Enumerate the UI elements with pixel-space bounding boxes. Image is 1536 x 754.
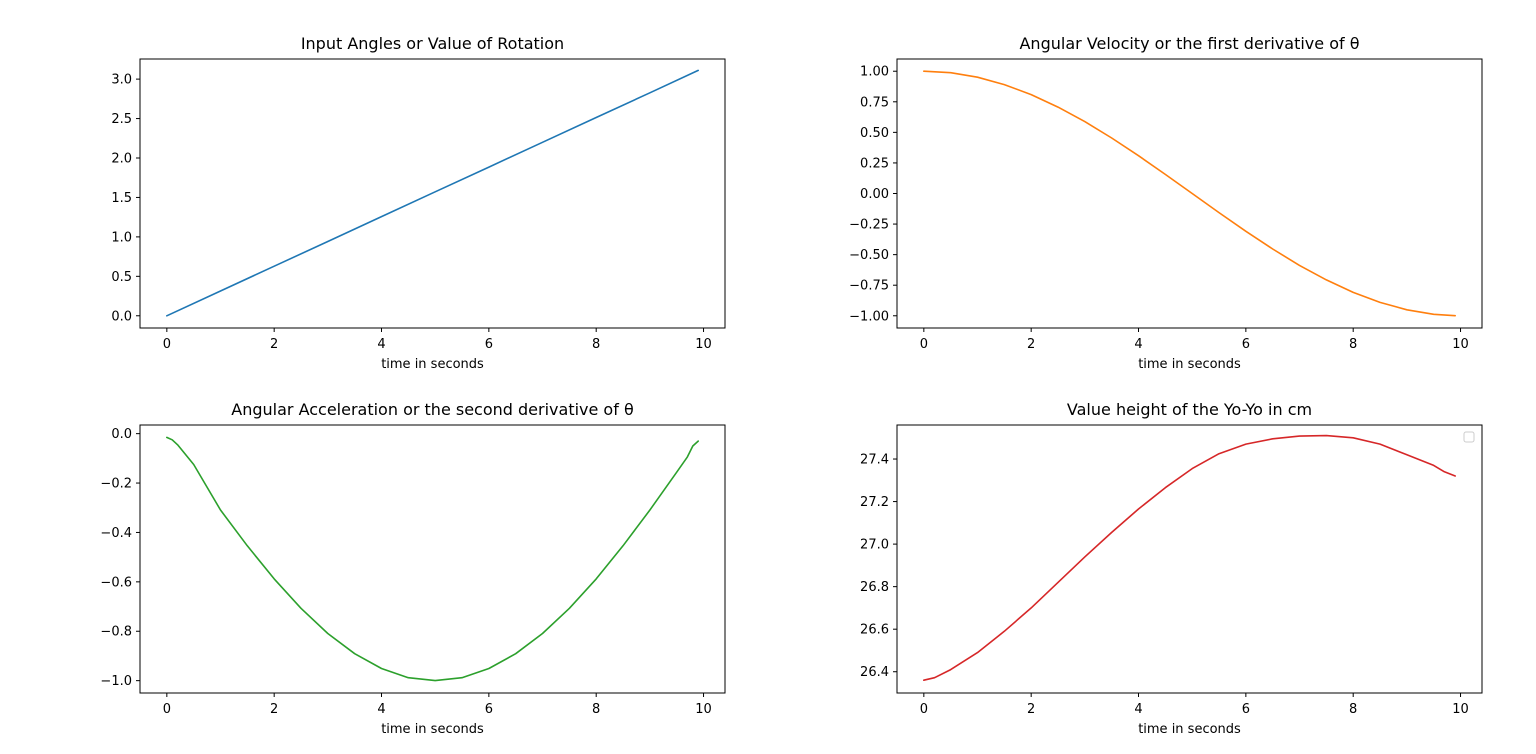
x-tick-label: 8: [592, 337, 600, 352]
y-tick-label: 26.4: [860, 665, 889, 680]
x-tick-label: 8: [1349, 702, 1357, 717]
x-tick-label: 10: [695, 337, 712, 352]
x-tick-label: 8: [592, 702, 600, 717]
x-tick-label: 4: [377, 702, 385, 717]
x-axis-label: time in seconds: [1138, 722, 1241, 737]
x-tick-label: 6: [485, 702, 493, 717]
chart-title: Value height of the Yo-Yo in cm: [1067, 400, 1312, 419]
series-line-0: [922, 70, 1456, 317]
axes-frame: [139, 424, 726, 694]
y-tick-label: 26.6: [860, 623, 889, 638]
y-tick-label: 3.0: [111, 73, 132, 88]
x-tick-label: 0: [920, 702, 928, 717]
x-axis-label: time in seconds: [381, 357, 484, 372]
x-tick-label: 10: [695, 702, 712, 717]
y-tick-label: 2.5: [111, 112, 132, 127]
x-tick-label: 0: [163, 337, 171, 352]
subplot-angular-velocity: 0 2 4 6 8 10 −1.00 −0.75 −0.50 −0.25 0.00 0.25 0.50 0…: [849, 34, 1483, 372]
y-tick-label: 0.25: [860, 156, 889, 171]
x-tick-label: 4: [377, 337, 385, 352]
axes-frame: [896, 424, 1483, 694]
subplot-yoyo-height: 0 2 4 6 8 10 26.4 26.6 26.8 27.0 27.2 27.4 Value hei…: [860, 400, 1483, 737]
x-axis-label: time in seconds: [1138, 357, 1241, 372]
y-tick-label: 0.75: [860, 95, 889, 110]
y-tick-label: 27.0: [860, 538, 889, 553]
y-tick-label: −0.75: [849, 279, 889, 294]
x-tick-label: 6: [1242, 702, 1250, 717]
x-tick-label: 0: [163, 702, 171, 717]
y-tick-label: 0.00: [860, 187, 889, 202]
y-tick-label: 0.0: [111, 309, 132, 324]
x-tick-label: 8: [1349, 337, 1357, 352]
chart-title: Input Angles or Value of Rotation: [301, 34, 564, 53]
y-tick-label: 1.5: [111, 191, 132, 206]
y-tick-label: −0.4: [100, 526, 132, 541]
series-line-0: [166, 69, 700, 317]
y-tick-label: 27.4: [860, 453, 889, 468]
y-tick-label: −1.00: [849, 309, 889, 324]
x-axis-label: time in seconds: [381, 722, 484, 737]
x-tick-label: 6: [485, 337, 493, 352]
y-tick-label: 1.0: [111, 230, 132, 245]
x-tick-label: 2: [1027, 702, 1035, 717]
y-tick-label: −0.2: [100, 477, 132, 492]
x-tick-label: 2: [270, 337, 278, 352]
legend-box: [1463, 431, 1475, 443]
x-tick-label: 2: [1027, 337, 1035, 352]
y-tick-label: −0.8: [100, 625, 132, 640]
y-tick-label: 2.0: [111, 152, 132, 167]
x-tick-label: 2: [270, 702, 278, 717]
y-tick-label: 0.5: [111, 270, 132, 285]
series-line-0: [922, 434, 1456, 682]
y-tick-label: −0.50: [849, 248, 889, 263]
y-tick-label: −1.0: [100, 674, 132, 689]
y-tick-label: 0.50: [860, 126, 889, 141]
y-tick-label: 26.8: [860, 580, 889, 595]
y-tick-label: 27.2: [860, 495, 889, 510]
axes-frame: [896, 58, 1483, 329]
x-tick-label: 0: [920, 337, 928, 352]
chart-title: Angular Velocity or the first derivative…: [1019, 34, 1359, 53]
x-tick-label: 4: [1134, 337, 1142, 352]
y-tick-label: −0.6: [100, 575, 132, 590]
y-tick-label: −0.25: [849, 218, 889, 233]
x-tick-label: 4: [1134, 702, 1142, 717]
x-tick-label: 10: [1452, 702, 1469, 717]
y-tick-label: 0.0: [111, 427, 132, 442]
series-line-0: [166, 436, 700, 682]
y-tick-label: 1.00: [860, 65, 889, 80]
subplot-input-angles: 0 2 4 6 8 10 0.0 0.5 1.0 1.5 2.0 2.5 3.0 Input Angles…: [111, 34, 726, 372]
subplot-angular-acceleration: 0 2 4 6 8 10 −1.0 −0.8 −0.6 −0.4 −0.2 0.0 Angular Ac…: [100, 400, 726, 737]
axes-frame: [139, 58, 726, 329]
chart-title: Angular Acceleration or the second deriv…: [231, 400, 633, 419]
x-tick-label: 10: [1452, 337, 1469, 352]
x-tick-label: 6: [1242, 337, 1250, 352]
